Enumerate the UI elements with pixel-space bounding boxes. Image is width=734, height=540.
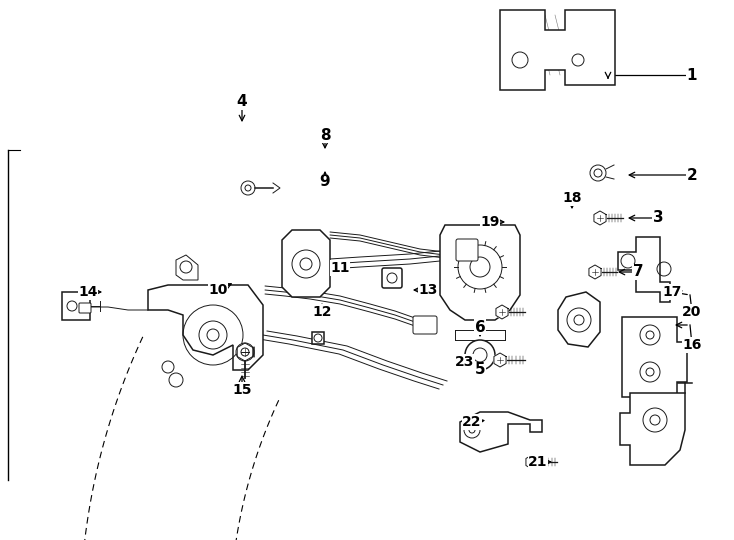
Text: 14: 14 xyxy=(79,285,98,299)
FancyBboxPatch shape xyxy=(312,332,324,344)
Polygon shape xyxy=(460,412,542,452)
Text: 6: 6 xyxy=(475,320,485,334)
Text: 23: 23 xyxy=(455,355,475,369)
Text: 7: 7 xyxy=(633,265,643,280)
Text: 22: 22 xyxy=(462,415,482,429)
Polygon shape xyxy=(558,292,600,347)
Text: 16: 16 xyxy=(683,338,702,352)
Polygon shape xyxy=(589,265,601,279)
FancyBboxPatch shape xyxy=(62,292,90,320)
Text: 8: 8 xyxy=(320,127,330,143)
Polygon shape xyxy=(620,393,685,465)
Circle shape xyxy=(236,343,254,361)
Text: 13: 13 xyxy=(418,283,437,297)
Polygon shape xyxy=(500,10,615,90)
Text: 2: 2 xyxy=(686,167,697,183)
Polygon shape xyxy=(282,230,330,297)
Text: 9: 9 xyxy=(320,174,330,190)
Polygon shape xyxy=(440,225,520,320)
FancyBboxPatch shape xyxy=(413,316,437,334)
Polygon shape xyxy=(148,285,263,370)
Circle shape xyxy=(590,165,606,181)
Polygon shape xyxy=(618,237,670,302)
Polygon shape xyxy=(176,255,198,280)
Text: 3: 3 xyxy=(653,211,664,226)
Text: 4: 4 xyxy=(236,94,247,110)
Text: 10: 10 xyxy=(208,283,228,297)
Text: 21: 21 xyxy=(528,455,548,469)
Text: 17: 17 xyxy=(662,285,682,299)
Circle shape xyxy=(465,340,495,370)
Text: 1: 1 xyxy=(687,68,697,83)
FancyBboxPatch shape xyxy=(456,239,478,261)
Text: 20: 20 xyxy=(683,305,702,319)
Text: 5: 5 xyxy=(475,362,485,377)
Text: 19: 19 xyxy=(480,215,500,229)
Text: 15: 15 xyxy=(232,383,252,397)
Polygon shape xyxy=(496,305,508,319)
Polygon shape xyxy=(494,353,506,367)
Text: 11: 11 xyxy=(330,261,349,275)
FancyBboxPatch shape xyxy=(79,303,91,313)
Circle shape xyxy=(241,181,255,195)
Polygon shape xyxy=(526,455,538,469)
FancyBboxPatch shape xyxy=(382,268,402,288)
Polygon shape xyxy=(237,343,252,361)
Text: 12: 12 xyxy=(312,305,332,319)
Text: 18: 18 xyxy=(562,191,582,205)
Polygon shape xyxy=(594,211,606,225)
Polygon shape xyxy=(622,317,687,397)
